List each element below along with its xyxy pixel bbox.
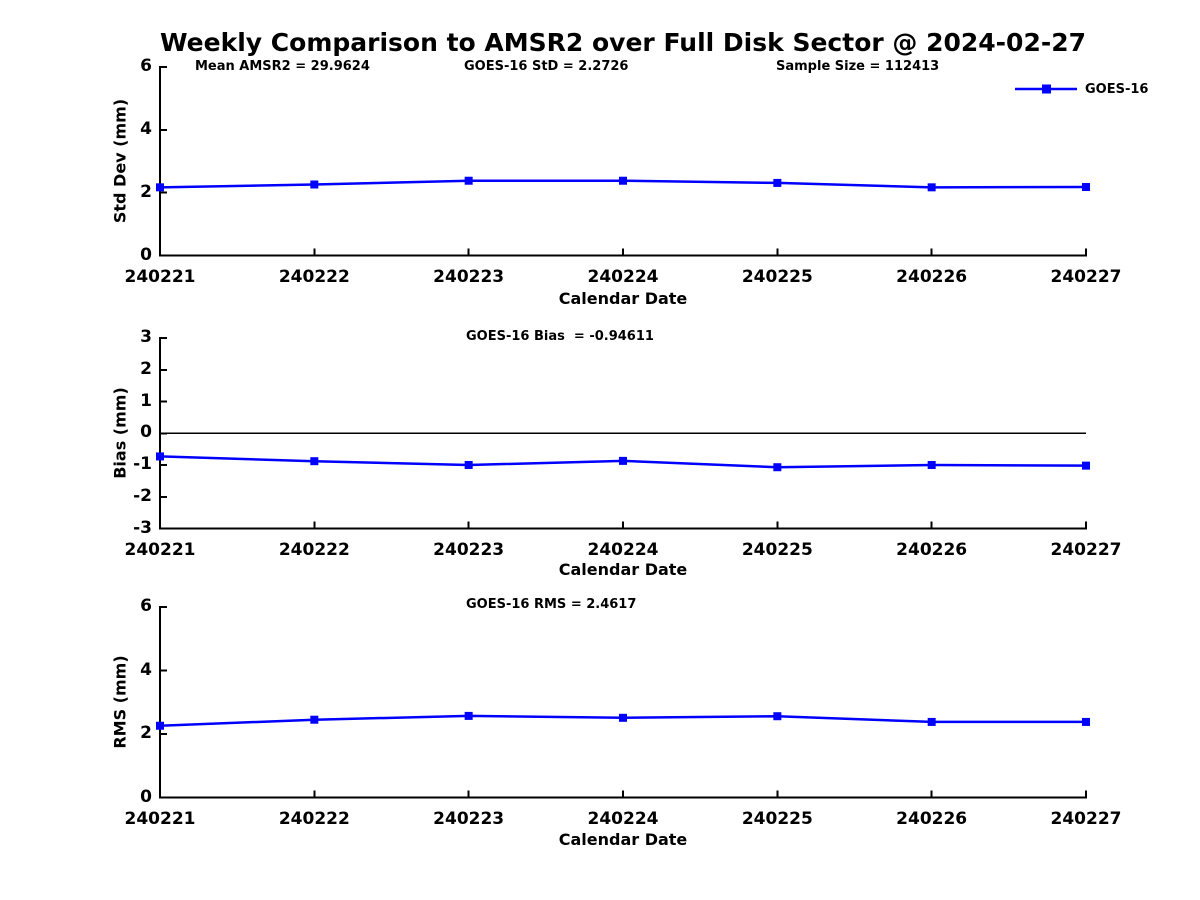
y-tick-label: 4 [140,118,152,139]
data-point-marker [464,711,473,720]
x-axis-label-calendar-date-2: Calendar Date [558,560,688,579]
y-tick-label: -3 [133,517,152,538]
x-tick-label: 240224 [587,539,659,560]
data-point-marker [619,456,627,465]
data-point-marker [619,176,627,185]
data-point-marker [1082,183,1090,192]
y-tick-label: 1 [140,390,152,411]
y-tick-label: 4 [140,659,152,680]
legend: GOES-16 [1014,81,1148,97]
x-tick-label: 240226 [896,808,968,829]
data-point-marker [927,461,936,469]
annotation-mean-amsr2: Mean AMSR2 = 29.9624 [195,59,370,74]
x-tick-label: 240224 [587,808,659,829]
data-point-marker [1082,717,1090,726]
data-point-marker [156,452,164,461]
x-tick-label: 240221 [124,808,196,829]
y-tick-label: 3 [140,327,152,347]
data-point-marker [156,183,164,192]
y-tick-label: 6 [140,56,152,76]
x-axis-label-calendar-date-1: Calendar Date [558,289,688,308]
data-point-marker [1082,461,1090,470]
x-tick-label: 240226 [896,266,968,287]
x-tick-label: 240221 [124,539,196,560]
x-tick-label: 240227 [1050,808,1122,829]
x-tick-label: 240225 [741,539,813,560]
x-tick-label: 240223 [433,539,505,560]
data-point-marker [156,721,164,730]
data-point-marker [773,463,782,472]
y-tick-label: 0 [140,244,152,265]
x-tick-label: 240223 [433,808,505,829]
annotation-goes16-bias: GOES-16 Bias = -0.94611 [466,329,654,344]
x-tick-label: 240226 [896,539,968,560]
data-point-marker [619,713,627,722]
y-tick-label: 2 [140,358,152,379]
y-tick-label: 2 [140,181,152,202]
figure-title: Weekly Comparison to AMSR2 over Full Dis… [160,28,1087,57]
x-tick-label: 240222 [278,266,350,287]
x-tick-label: 240227 [1050,539,1122,560]
data-point-marker [310,180,319,189]
data-point-marker [773,712,782,721]
x-tick-label: 240223 [433,266,505,287]
x-tick-label: 240221 [124,266,196,287]
data-point-marker [773,178,782,187]
data-point-marker [927,183,936,192]
y-tick-label: 0 [140,422,152,443]
y-tick-label: -1 [133,454,152,474]
x-tick-label: 240225 [741,266,813,287]
y-axis-label-std-dev: Std Dev (mm) [110,98,130,224]
x-tick-label: 240225 [741,808,813,829]
data-point-marker [310,457,319,466]
annotation-sample-size: Sample Size = 112413 [776,59,940,74]
y-tick-label: -2 [133,485,152,506]
y-tick-label: 2 [140,723,152,743]
y-tick-label: 6 [140,596,152,616]
annotation-goes16-rms: GOES-16 RMS = 2.4617 [466,597,637,612]
data-point-marker [927,717,936,726]
y-tick-label: 0 [140,786,152,807]
x-tick-label: 240222 [278,808,350,829]
legend-label: GOES-16 [1085,81,1149,97]
legend-line-marker-icon [1015,84,1077,94]
data-point-marker [310,715,319,724]
x-axis-label-calendar-date-3: Calendar Date [558,830,688,849]
annotation-goes16-std: GOES-16 StD = 2.2726 [464,59,629,74]
x-tick-label: 240222 [278,539,350,560]
data-point-marker [464,461,473,469]
x-tick-label: 240227 [1050,266,1122,287]
data-point-marker [464,176,473,185]
x-tick-label: 240224 [587,266,659,287]
